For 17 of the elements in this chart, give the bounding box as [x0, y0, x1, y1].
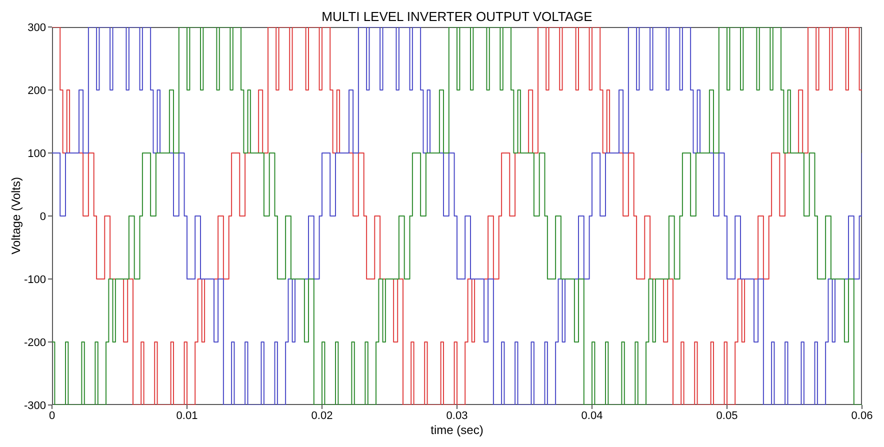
- x-tick-label: 0.05: [716, 410, 738, 422]
- chart-title: MULTI LEVEL INVERTER OUTPUT VOLTAGE: [320, 9, 594, 24]
- x-tick-label: 0.01: [176, 410, 198, 422]
- x-tick-label: 0.03: [446, 410, 468, 422]
- x-axis-title: time (sec): [430, 423, 484, 437]
- y-tick-label: -200: [24, 336, 46, 349]
- y-tick-label: 100: [28, 148, 46, 160]
- y-tick-label: -100: [24, 274, 46, 286]
- y-tick-label: 200: [28, 84, 46, 97]
- y-tick-label: 0: [40, 210, 46, 223]
- y-axis-title: Voltage (Volts): [9, 177, 23, 255]
- x-tick-label: 0.02: [311, 410, 333, 422]
- x-tick-label: 0: [48, 410, 56, 422]
- y-tick-label: 300: [28, 22, 46, 34]
- y-tick-label: -300: [24, 400, 46, 412]
- x-tick-label: 0.06: [851, 410, 873, 422]
- x-tick-label: 0.04: [581, 410, 603, 422]
